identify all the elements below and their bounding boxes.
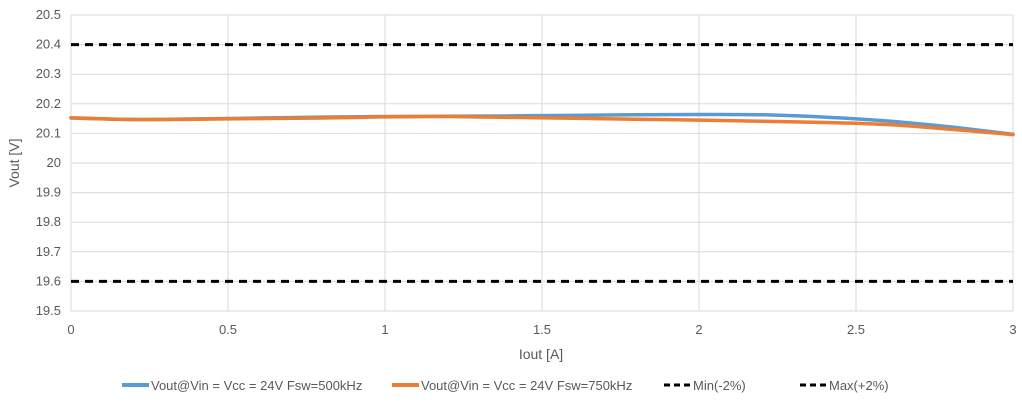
x-tick-label: 0 bbox=[67, 322, 74, 337]
y-tick-label: 20.5 bbox=[36, 7, 61, 22]
y-tick-label: 20.2 bbox=[36, 96, 61, 111]
legend-item: Vout@Vin = Vcc = 24V Fsw=750kHz bbox=[392, 378, 632, 393]
x-tick-label: 0.5 bbox=[219, 322, 237, 337]
legend-item: Min(-2%) bbox=[664, 378, 746, 393]
x-tick-label: 1.5 bbox=[533, 322, 551, 337]
x-tick-label: 2 bbox=[695, 322, 702, 337]
legend-label: Min(-2%) bbox=[693, 378, 746, 393]
plot-series bbox=[69, 43, 1015, 283]
x-tick-label: 2.5 bbox=[847, 322, 865, 337]
legend-label: Vout@Vin = Vcc = 24V Fsw=500kHz bbox=[151, 378, 362, 393]
y-tick-label: 19.9 bbox=[36, 185, 61, 200]
y-tick-label: 20.1 bbox=[36, 125, 61, 140]
y-tick-label: 20 bbox=[47, 155, 61, 170]
legend: Vout@Vin = Vcc = 24V Fsw=500kHz Vout@Vin … bbox=[122, 378, 889, 393]
y-tick-label: 19.5 bbox=[36, 303, 61, 318]
y-axis-title: Vout [V] bbox=[6, 138, 22, 187]
y-axis-tick-labels: 19.5 19.6 19.7 19.8 19.9 20 20.1 20.2 20.3 20.4 20… bbox=[36, 7, 61, 318]
legend-label: Vout@Vin = Vcc = 24V Fsw=750kHz bbox=[421, 378, 632, 393]
y-tick-label: 19.8 bbox=[36, 214, 61, 229]
x-axis-tick-labels: 0 0.5 1 1.5 2 2.5 3 bbox=[67, 322, 1016, 337]
legend-label: Max(+2%) bbox=[829, 378, 889, 393]
y-tick-label: 19.7 bbox=[36, 244, 61, 259]
y-tick-label: 20.3 bbox=[36, 66, 61, 81]
legend-item: Vout@Vin = Vcc = 24V Fsw=500kHz bbox=[122, 378, 362, 393]
legend-item: Max(+2%) bbox=[800, 378, 889, 393]
gridlines bbox=[70, 14, 1014, 312]
series-line-fsw-750khz bbox=[69, 114, 1015, 137]
x-axis-title: Iout [A] bbox=[519, 346, 563, 362]
x-tick-label: 1 bbox=[381, 322, 388, 337]
x-tick-label: 3 bbox=[1009, 322, 1016, 337]
y-tick-label: 19.6 bbox=[36, 273, 61, 288]
y-tick-label: 20.4 bbox=[36, 37, 61, 52]
